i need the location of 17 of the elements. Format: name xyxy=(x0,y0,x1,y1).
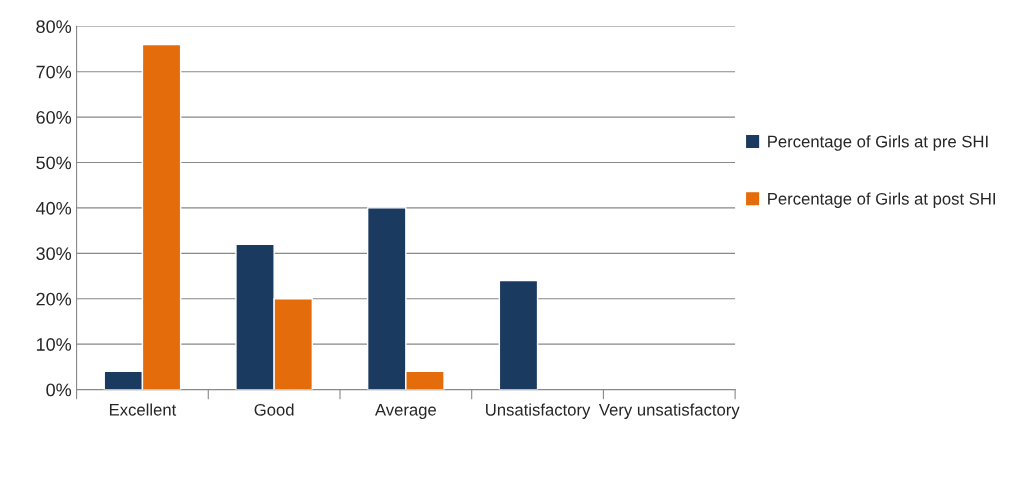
y-tick-label: 20% xyxy=(36,292,72,306)
x-tick-label: Good xyxy=(254,403,294,416)
x-tick-label: Unsatisfactory xyxy=(486,403,591,419)
y-tick-label: 80% xyxy=(36,20,72,34)
y-tick-label: 40% xyxy=(35,201,72,215)
y-tick-label: 50% xyxy=(36,156,72,170)
legend-label: Percentage of Girls at post SHI xyxy=(768,192,995,208)
legend-label: Percentage of Girls at pre SHI xyxy=(768,135,988,151)
x-tick-label: Very unsatisfactory xyxy=(598,403,740,419)
y-tick-label: 70% xyxy=(36,65,72,79)
y-tick-label: 10% xyxy=(36,338,72,351)
y-tick-label: 60% xyxy=(36,111,72,124)
x-tick-label: Excellent xyxy=(109,403,177,416)
y-tick-label: 0% xyxy=(46,383,72,397)
bar xyxy=(498,279,539,390)
y-tick-label: 30% xyxy=(36,247,72,261)
x-tick-label: Average xyxy=(374,404,436,419)
